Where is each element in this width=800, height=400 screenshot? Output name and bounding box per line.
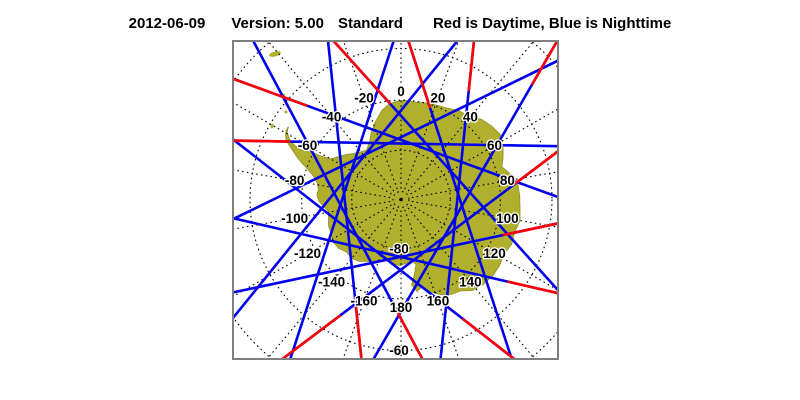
- longitude-label: -160: [351, 293, 378, 308]
- title-version: Version: 5.00: [231, 15, 324, 32]
- longitude-label: 80: [500, 173, 515, 188]
- longitude-label: -100: [281, 211, 308, 226]
- longitude-label: -60: [298, 138, 318, 153]
- latitude-label: -80: [389, 241, 409, 256]
- track-night: [233, 139, 558, 148]
- plot-border: [232, 40, 559, 360]
- track-night: [439, 41, 476, 359]
- island: [269, 51, 281, 57]
- longitude-label: 120: [483, 246, 506, 261]
- track-night: [233, 216, 558, 295]
- track-night: [288, 41, 395, 359]
- track-night: [331, 41, 558, 293]
- longitude-label: 20: [430, 91, 445, 106]
- longitude-label: 180: [390, 300, 413, 315]
- longitude-label: 100: [496, 211, 519, 226]
- parallel-circle: [351, 149, 451, 250]
- longitude-label: -40: [322, 109, 342, 124]
- track-night: [407, 41, 514, 359]
- track-day-segment: [331, 41, 392, 105]
- track-day-segment: [407, 41, 432, 109]
- longitude-label: 60: [487, 138, 502, 153]
- pole-circle: [392, 190, 410, 209]
- island: [270, 123, 274, 129]
- longitude-label: 40: [463, 109, 478, 124]
- track-day-segment: [280, 314, 342, 359]
- parallel-circle: [249, 47, 553, 352]
- longitude-label: -120: [294, 246, 321, 261]
- title-legend: Red is Daytime, Blue is Nighttime: [432, 15, 672, 32]
- track-night: [233, 137, 517, 359]
- longitude-label: 160: [427, 293, 450, 308]
- track-night: [233, 77, 558, 199]
- track-night: [251, 41, 424, 359]
- title-mode: Standard: [337, 15, 403, 32]
- south-pole-marker: [399, 197, 403, 202]
- track-night: [233, 59, 558, 221]
- longitude-label: -20: [354, 91, 374, 106]
- track-day-segment: [461, 317, 517, 359]
- longitude-label: 140: [459, 275, 482, 290]
- track-night: [326, 41, 363, 359]
- island: [284, 110, 288, 114]
- track-day-segment: [233, 139, 291, 143]
- graticule: [233, 41, 558, 359]
- track-day-segment: [233, 77, 308, 108]
- track-night: [233, 222, 558, 294]
- figure-title: 2012-06-09 Version: 5.00 Standard Red is Da…: [0, 15, 800, 32]
- track-night: [280, 149, 558, 359]
- parallel-circle: [301, 99, 501, 300]
- track-night: [372, 41, 558, 359]
- latitude-label: -60: [389, 343, 409, 358]
- track-night: [233, 41, 459, 321]
- longitude-label: -140: [318, 275, 345, 290]
- longitude-label: -80: [285, 173, 305, 188]
- title-date: 2012-06-09: [128, 15, 206, 32]
- longitude-label: 0: [397, 84, 405, 99]
- track-day-segment: [530, 41, 558, 86]
